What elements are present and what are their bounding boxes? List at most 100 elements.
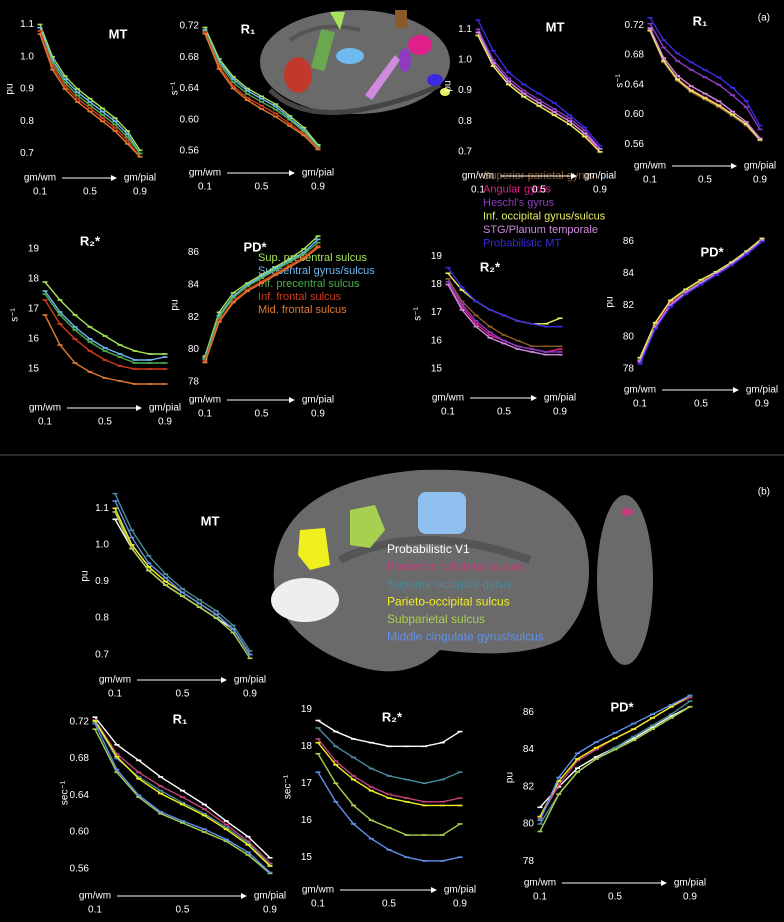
y-tick-label: 82 [523, 781, 535, 792]
data-point [487, 325, 493, 328]
data-point [501, 334, 507, 336]
legend-entry: Probabilistic MT [483, 237, 562, 249]
x-end-label: gm/pial [124, 173, 156, 184]
data-point [315, 235, 321, 237]
data-point [129, 544, 135, 546]
data-point [556, 776, 562, 779]
data-point [146, 566, 152, 568]
x-tick-label: 0.9 [263, 905, 277, 916]
data-point [536, 92, 542, 95]
x-tick-label: 0.9 [593, 185, 607, 196]
y-tick-label: 1.1 [458, 24, 472, 35]
y-tick-label: 84 [523, 744, 535, 755]
data-point [196, 606, 202, 608]
data-point [92, 720, 98, 722]
y-tick-label: 0.60 [625, 109, 645, 120]
data-point [631, 722, 637, 725]
data-point [475, 28, 481, 31]
data-point [668, 713, 674, 716]
data-point [445, 280, 451, 283]
data-point [202, 29, 208, 31]
legend-entry: Posterior collateral sulcus [387, 560, 524, 574]
data-point [333, 782, 339, 785]
data-point [368, 741, 374, 744]
legend-entry: STG/Planum temporale [483, 224, 598, 236]
data-point [259, 104, 264, 107]
data-point [180, 588, 185, 590]
data-point [230, 296, 236, 299]
data-point [757, 128, 763, 131]
y-tick-label: 15 [431, 363, 443, 374]
x-tick-label: 0.5 [497, 407, 511, 418]
y-tick-label: 0.56 [70, 863, 90, 874]
data-point [543, 351, 549, 353]
data-point [716, 104, 722, 107]
data-point [112, 500, 118, 502]
data-point [333, 760, 339, 762]
data-point [506, 83, 511, 86]
data-point [259, 97, 264, 100]
y-axis-label: s⁻¹ [413, 307, 424, 321]
data-point [230, 85, 236, 87]
data-point [245, 840, 251, 843]
data-point [351, 775, 356, 777]
data-point [301, 256, 307, 258]
data-point [315, 719, 321, 722]
data-point [100, 120, 105, 123]
data-point [652, 325, 658, 327]
data-point [333, 730, 339, 733]
data-point [87, 104, 93, 106]
data-point [698, 278, 704, 281]
data-point [114, 757, 120, 760]
data-point [102, 347, 108, 349]
y-axis-label: pu [443, 80, 454, 91]
data-point [273, 115, 279, 118]
data-point [698, 282, 704, 284]
data-point [668, 302, 673, 305]
y-axis-label: pu [605, 296, 616, 307]
data-point [688, 61, 694, 64]
data-point [244, 283, 250, 286]
data-point [244, 99, 250, 102]
legend-entry: Middle cingulate gyrus/sulcus [387, 630, 544, 644]
data-point [557, 325, 563, 328]
data-point [162, 362, 168, 364]
data-point [287, 118, 293, 121]
data-point [230, 628, 236, 630]
data-point [315, 752, 321, 755]
data-point [743, 106, 749, 108]
data-point [216, 311, 222, 314]
data-point [729, 261, 734, 264]
y-tick-label: 0.68 [70, 753, 90, 764]
data-point [473, 300, 479, 303]
data-point [112, 126, 118, 129]
data-point [136, 794, 142, 797]
data-point [245, 854, 251, 856]
x-end-label: gm/pial [584, 171, 616, 182]
data-point [201, 814, 207, 817]
y-tick-label: 16 [28, 334, 40, 345]
data-point [404, 797, 410, 799]
data-point [473, 325, 479, 328]
data-point [473, 323, 479, 325]
chart-title: MT [546, 19, 565, 34]
data-point [743, 121, 749, 123]
x-tick-label: 0.5 [176, 905, 190, 916]
x-tick-label: 0.5 [382, 899, 396, 910]
data-point [675, 80, 680, 82]
data-point [567, 114, 572, 116]
data-point [87, 338, 93, 340]
series-line [639, 241, 763, 363]
data-point [487, 334, 493, 336]
data-point [404, 834, 410, 836]
data-point [102, 335, 108, 337]
data-point [180, 801, 185, 804]
data-point [259, 275, 264, 278]
y-tick-label: 0.8 [95, 613, 109, 624]
data-point [675, 60, 680, 62]
y-tick-label: 1.1 [20, 19, 34, 30]
data-point [439, 741, 445, 744]
x-tick-label: 0.9 [311, 409, 325, 420]
data-point [180, 803, 185, 806]
data-point [650, 728, 655, 730]
